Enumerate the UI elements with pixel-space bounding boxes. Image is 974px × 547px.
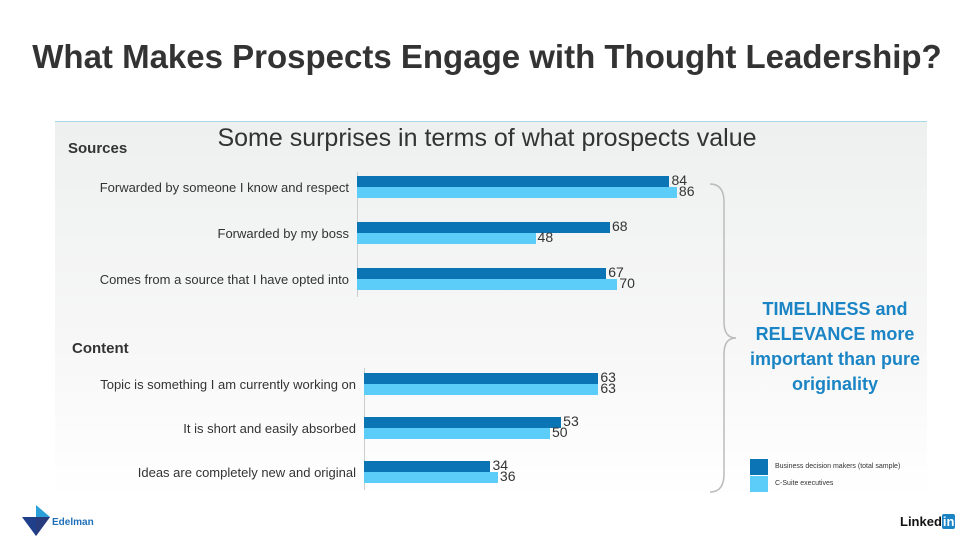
edelman-logo-icon [22,505,50,536]
data-label: 53 [563,413,579,429]
legend-swatch-csuite [750,476,768,492]
data-label: 50 [552,424,568,440]
bar-business [357,222,610,233]
page-title: What Makes Prospects Engage with Thought… [32,38,942,75]
data-label: 63 [600,369,616,385]
category-label: It is short and easily absorbed [183,421,356,436]
bar-csuite [364,428,550,439]
data-label: 70 [619,275,635,291]
bar-business [364,417,562,428]
bar-csuite [357,187,677,198]
data-label: 34 [492,457,509,473]
bar-business [364,373,599,384]
section-heading: Sources [68,140,128,157]
data-label: 48 [537,229,554,245]
data-label: 36 [499,468,516,484]
data-label: 67 [608,264,624,280]
bar-csuite [357,279,618,290]
legend-label-csuite: C-Suite executives [775,480,834,487]
curly-brace [709,183,737,493]
legend-swatch-business [750,459,768,475]
category-label: Forwarded by someone I know and respect [99,180,349,195]
bar-csuite [364,472,498,483]
category-label: Topic is something I am currently workin… [100,377,356,392]
category-label: Ideas are completely new and original [137,465,356,480]
category-label: Forwarded by my boss [217,226,350,241]
linkedin-text: Linked [900,514,942,529]
data-label: 84 [671,172,688,188]
subtitle: Some surprises in terms of what prospect… [217,124,757,152]
linkedin-badge: in [941,514,956,529]
data-label: 63 [600,380,616,396]
bar-business [364,461,491,472]
data-label: 68 [611,218,628,234]
bar-csuite [357,233,536,244]
category-label: Comes from a source that I have opted in… [99,272,349,287]
edelman-logo-text: Edelman [52,517,94,528]
callout-text: TIMELINESS and RELEVANCE more important … [750,299,920,394]
section-heading: Content [72,340,129,357]
data-label: 86 [678,183,695,199]
bar-csuite [364,384,599,395]
legend-label-business: Business decision makers (total sample) [775,463,901,470]
bar-business [357,268,607,279]
bar-business [357,176,670,187]
linkedin-logo: Linkedin [900,514,956,529]
